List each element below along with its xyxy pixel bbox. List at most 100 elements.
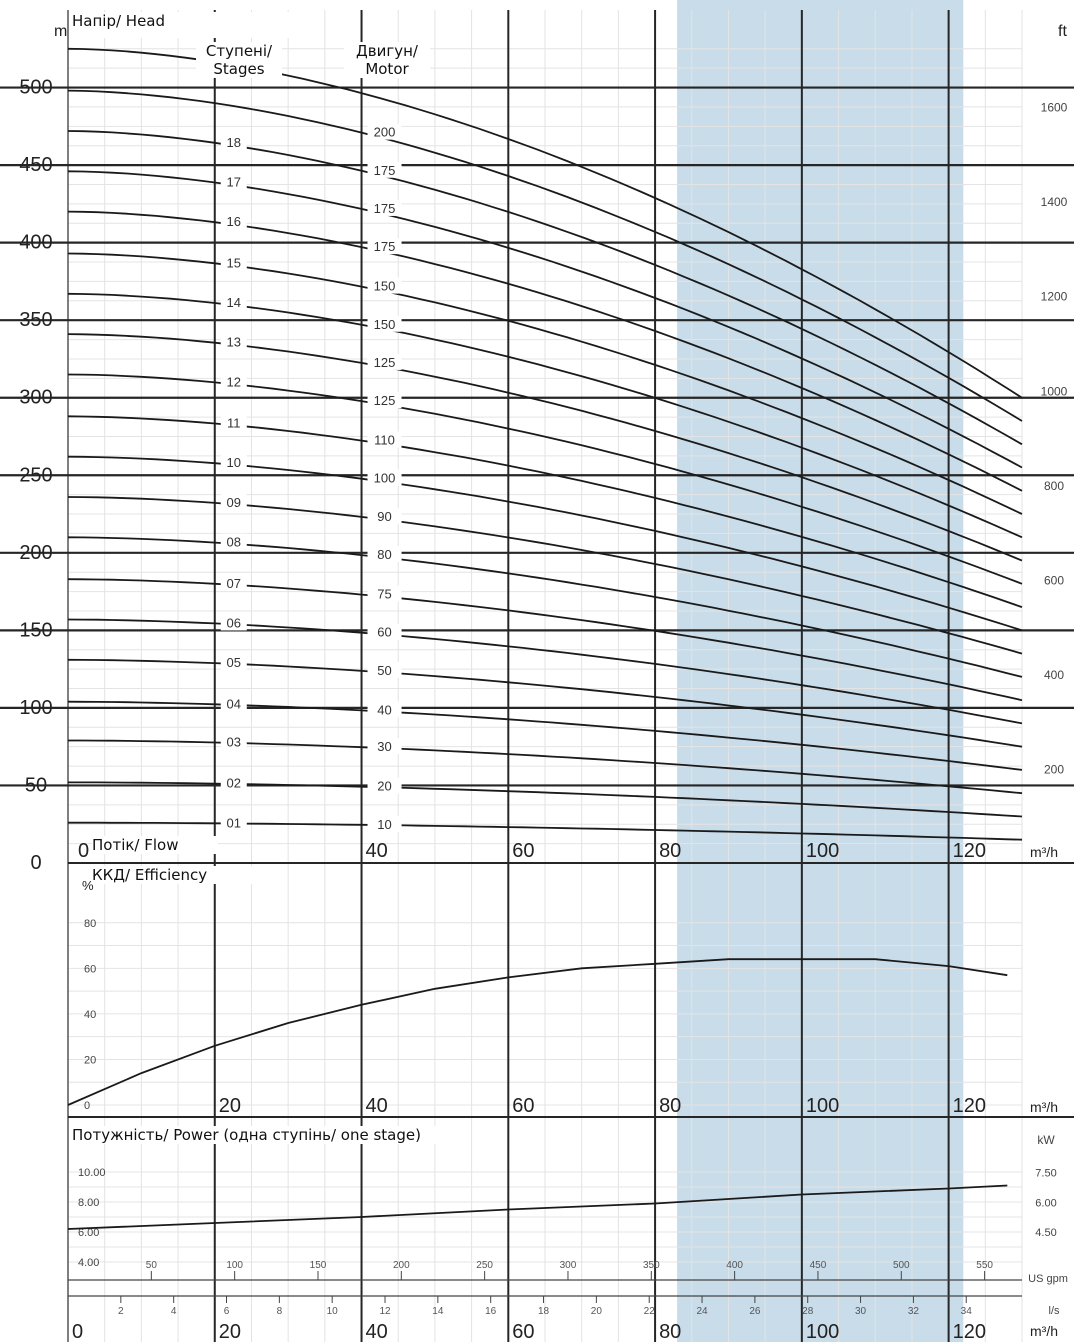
stage-label-bg (220, 333, 247, 350)
us-gpm-unit-label: US gpm (1028, 1273, 1068, 1285)
head-x-unit-label: m³/h (1030, 844, 1058, 860)
motor-label-bg (367, 469, 402, 486)
power-y-tick-label: 6.00 (78, 1227, 99, 1239)
efficiency-y-tick-label: 60 (84, 963, 96, 975)
head-y-tick-label: 400 (19, 232, 52, 254)
head-y2-tick-label: 1400 (1041, 195, 1068, 209)
ls-tick-label: 2 (118, 1306, 124, 1317)
head-x-tick-label: 80 (659, 840, 681, 862)
head-y-tick-label: 100 (19, 697, 52, 719)
stage-label: 02 (227, 776, 241, 791)
ls-tick-label: 22 (644, 1306, 656, 1317)
ls-tick-label: 34 (961, 1306, 973, 1317)
efficiency-x-tick-label: 120 (953, 1095, 986, 1117)
power-y2-tick-label: 4.50 (1035, 1227, 1056, 1239)
head-y2-tick-label: 1200 (1041, 290, 1068, 304)
motor-label-bg (367, 701, 402, 718)
stage-label: 03 (227, 734, 241, 749)
power-x-tick-label: 0 (72, 1321, 83, 1342)
ls-tick-label: 30 (855, 1306, 867, 1317)
head-y2-tick-label: 1600 (1041, 101, 1068, 115)
stage-label-bg (220, 173, 247, 190)
head-y-unit-label: m (54, 23, 67, 40)
motor-label-bg (367, 507, 402, 524)
motor-label: 150 (374, 317, 396, 332)
efficiency-curve (67, 958, 1008, 1106)
power-x-tick-label: 100 (806, 1321, 839, 1342)
head-x-tick-label: 120 (953, 840, 986, 862)
stage-label-bg (220, 294, 247, 311)
efficiency-axis-title: ККД/ Efficiency (92, 866, 254, 884)
us-gpm-tick-label: 300 (560, 1260, 577, 1271)
motor-label: 175 (374, 239, 396, 254)
stage-label: 16 (227, 214, 241, 229)
efficiency-x-tick-label: 40 (366, 1095, 388, 1117)
stage-label-bg (220, 373, 247, 390)
us-gpm-tick-label: 250 (476, 1260, 493, 1271)
power-x-tick-label: 60 (512, 1321, 534, 1342)
motor-label-bg (367, 546, 402, 563)
us-gpm-tick-label: 550 (976, 1260, 993, 1271)
motor-label-bg (367, 661, 402, 678)
motor-label: 75 (377, 587, 391, 602)
motor-label-bg (367, 277, 402, 294)
motor-label-bg (367, 315, 402, 332)
motor-label-bg (367, 738, 402, 755)
power-y-tick-label: 8.00 (78, 1197, 99, 1209)
us-gpm-tick-label: 400 (726, 1260, 743, 1271)
head-y2-tick-label: 600 (1044, 573, 1064, 587)
motor-label: 40 (377, 702, 391, 717)
head-y2-tick-label: 200 (1044, 762, 1064, 776)
us-gpm-tick-label: 200 (393, 1260, 410, 1271)
head-y2-tick-label: 1000 (1041, 384, 1068, 398)
stage-label: 15 (227, 255, 241, 270)
stage-label-bg (220, 614, 247, 631)
power-x-tick-label: 40 (366, 1321, 388, 1342)
motor-label: 125 (374, 355, 396, 370)
motor-label: 110 (374, 433, 395, 448)
motor-label-bg (367, 392, 402, 409)
stage-label-bg (220, 814, 247, 831)
motor-label: 10 (377, 817, 391, 832)
us-gpm-tick-label: 350 (643, 1260, 660, 1271)
motor-label: 90 (377, 509, 391, 524)
head-axis-title: Напір/ Head (70, 12, 298, 38)
motor-label-bg (367, 161, 402, 178)
head-x-tick-label: 0 (78, 840, 89, 862)
stage-label: 06 (227, 615, 241, 630)
power-y-tick-label: 10.00 (78, 1167, 106, 1179)
efficiency-y-unit-label: % (82, 878, 94, 893)
stage-label-bg (220, 254, 247, 271)
motor-label-bg (367, 623, 402, 640)
motor-label: 60 (377, 625, 391, 640)
head-y2-tick-label: 800 (1044, 479, 1064, 493)
ls-tick-label: 4 (171, 1306, 177, 1317)
motor-label: 200 (374, 125, 396, 140)
motor-label-bg (367, 123, 402, 140)
efficiency-y-tick-label: 20 (84, 1054, 96, 1066)
head-curve-stages-19 (67, 89, 1023, 422)
motor-label: 80 (377, 547, 391, 562)
efficiency-x-tick-label: 80 (659, 1095, 681, 1117)
motor-label-bg (367, 199, 402, 216)
stage-label-bg (220, 133, 247, 150)
motor-label: 20 (377, 779, 391, 794)
us-gpm-tick-label: 450 (810, 1260, 827, 1271)
stage-label: 09 (227, 495, 241, 510)
efficiency-x-tick-label: 100 (806, 1095, 839, 1117)
ls-tick-label: 26 (749, 1306, 761, 1317)
head-y-tick-label: 250 (19, 464, 52, 486)
power-y2-tick-label: 7.50 (1035, 1167, 1056, 1179)
stages-column-title: Ступені/ Stages (196, 42, 282, 78)
stage-label: 11 (227, 416, 241, 431)
head-y-tick-label: 200 (19, 542, 52, 564)
motor-label-bg (367, 238, 402, 255)
ls-tick-label: 32 (908, 1306, 920, 1317)
motor-label: 30 (377, 739, 391, 754)
power-x-unit-label: m³/h (1030, 1323, 1058, 1339)
stage-label-bg (220, 414, 247, 431)
head-y-tick-label: 300 (19, 387, 52, 409)
ls-tick-label: 16 (485, 1306, 497, 1317)
head-y-tick-label: 500 (19, 77, 52, 99)
